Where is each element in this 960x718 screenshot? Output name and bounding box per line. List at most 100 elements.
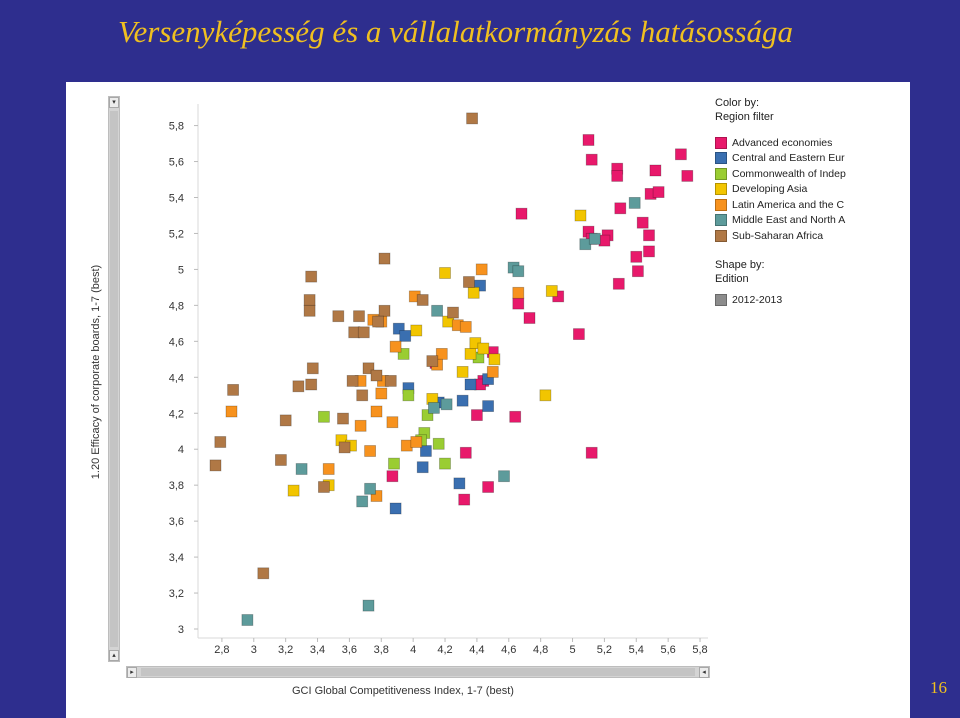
- data-point-central-and-eastern-eur: [399, 329, 412, 342]
- data-point-advanced-economies: [652, 186, 665, 198]
- legend-item[interactable]: Latin America and the C: [715, 197, 905, 213]
- data-point-central-and-eastern-eur: [453, 477, 466, 490]
- data-point-advanced-economies: [636, 216, 649, 229]
- data-point-advanced-economies: [482, 481, 495, 493]
- vertical-scroll-thumb[interactable]: [110, 111, 118, 647]
- data-point-advanced-economies: [585, 153, 598, 166]
- data-point-sub-saharan-africa: [356, 389, 369, 402]
- scroll-right-arrow-icon[interactable]: ◂: [699, 667, 709, 678]
- data-point-middle-east-and-north-a: [498, 470, 510, 483]
- data-point-sub-saharan-africa: [338, 441, 351, 454]
- legend: Color by: Region filter Advanced economi…: [715, 96, 905, 308]
- data-point-latin-america-and-the-c: [364, 445, 377, 457]
- x-tick-label: 4,4: [469, 644, 484, 656]
- y-tick-label: 4,8: [169, 300, 184, 312]
- data-point-sub-saharan-africa: [378, 304, 391, 317]
- data-point-commonwealth-of-indep: [317, 410, 330, 423]
- y-tick-label: 5,8: [169, 121, 184, 133]
- data-point-sub-saharan-africa: [317, 481, 330, 493]
- data-point-sub-saharan-africa: [337, 412, 349, 425]
- legend-shape-subheading: Edition: [715, 272, 749, 285]
- data-point-advanced-economies: [509, 410, 522, 423]
- data-point-latin-america-and-the-c: [370, 405, 383, 418]
- vertical-scrollbar[interactable]: ▾ ▴: [108, 96, 120, 662]
- data-point-sub-saharan-africa: [209, 459, 222, 472]
- legend-swatch: [715, 214, 727, 227]
- scroll-down-arrow-icon[interactable]: ▴: [109, 650, 119, 661]
- legend-item-label: Latin America and the C: [732, 198, 845, 211]
- data-point-central-and-eastern-eur: [416, 461, 429, 474]
- x-tick-label: 4,8: [533, 644, 548, 656]
- y-tick-label: 5,4: [169, 192, 184, 204]
- data-point-developing-asia: [574, 209, 587, 222]
- data-point-advanced-economies: [643, 245, 655, 258]
- legend-item-label: Sub-Saharan Africa: [732, 229, 824, 242]
- data-point-middle-east-and-north-a: [295, 463, 308, 475]
- scroll-left-arrow-icon[interactable]: ▸: [127, 667, 137, 678]
- data-point-advanced-economies: [630, 250, 643, 263]
- y-tick-label: 5,2: [169, 228, 184, 240]
- data-point-middle-east-and-north-a: [362, 599, 375, 612]
- data-point-sub-saharan-africa: [303, 294, 316, 306]
- data-point-sub-saharan-africa: [353, 310, 365, 323]
- legend-item[interactable]: Developing Asia: [715, 182, 905, 198]
- data-point-developing-asia: [287, 484, 300, 497]
- y-tick-label: 4: [178, 444, 184, 456]
- legend-item[interactable]: Middle East and North A: [715, 213, 905, 229]
- x-tick-label: 5,6: [661, 644, 676, 656]
- legend-swatch: [715, 152, 727, 165]
- data-point-middle-east-and-north-a: [588, 232, 601, 245]
- data-point-commonwealth-of-indep: [439, 457, 451, 470]
- data-point-advanced-economies: [614, 202, 627, 215]
- legend-item-label: Central and Eastern Eur: [732, 152, 845, 165]
- data-point-sub-saharan-africa: [447, 306, 459, 319]
- data-point-sub-saharan-africa: [362, 362, 375, 375]
- legend-swatch: [715, 167, 727, 180]
- data-point-advanced-economies: [585, 446, 598, 459]
- data-point-advanced-economies: [523, 312, 536, 324]
- legend-item-label: Middle East and North A: [732, 214, 846, 227]
- scroll-up-arrow-icon[interactable]: ▾: [109, 97, 119, 108]
- data-point-commonwealth-of-indep: [402, 389, 415, 402]
- legend-item[interactable]: Sub-Saharan Africa: [715, 228, 905, 244]
- data-point-sub-saharan-africa: [279, 414, 292, 427]
- data-point-middle-east-and-north-a: [364, 482, 377, 495]
- legend-item[interactable]: Central and Eastern Eur: [715, 151, 905, 167]
- horizontal-scrollbar[interactable]: ▸ ◂: [126, 666, 710, 678]
- legend-item[interactable]: Commonwealth of Indep: [715, 166, 905, 182]
- data-point-sub-saharan-africa: [462, 276, 475, 288]
- data-point-sub-saharan-africa: [305, 270, 318, 283]
- data-point-middle-east-and-north-a: [440, 398, 453, 411]
- x-tick-label: 2,8: [214, 644, 229, 656]
- data-point-middle-east-and-north-a: [512, 265, 525, 278]
- data-point-sub-saharan-africa: [257, 567, 270, 580]
- data-point-sub-saharan-africa: [384, 374, 397, 387]
- data-point-central-and-eastern-eur: [456, 394, 469, 407]
- data-point-sub-saharan-africa: [306, 362, 319, 375]
- legend-item[interactable]: Advanced economies: [715, 135, 905, 151]
- data-point-central-and-eastern-eur: [464, 378, 477, 391]
- data-point-middle-east-and-north-a: [427, 401, 440, 414]
- data-point-sub-saharan-africa: [303, 304, 316, 317]
- x-axis-ticks: 2,8 3 3,2 3,4 3,6 3,8 4 4,2 4,4 4,6 4,8 5 5,2 5,4 5,6 5…: [214, 638, 708, 656]
- legend-swatch: [715, 136, 727, 149]
- legend-swatch: [715, 229, 727, 242]
- y-tick-label: 3,2: [169, 588, 184, 600]
- data-point-sub-saharan-africa: [346, 374, 359, 387]
- data-point-middle-east-and-north-a: [241, 614, 254, 626]
- horizontal-scroll-thumb[interactable]: [141, 668, 695, 676]
- data-point-developing-asia: [439, 267, 451, 279]
- data-point-middle-east-and-north-a: [431, 304, 444, 317]
- legend-item-label: Advanced economies: [732, 136, 833, 149]
- data-point-central-and-eastern-eur: [474, 279, 487, 292]
- x-tick-label: 5,8: [692, 644, 707, 656]
- data-point-advanced-economies: [458, 493, 471, 506]
- data-point-latin-america-and-the-c: [386, 416, 399, 429]
- data-point-advanced-economies: [649, 164, 662, 177]
- data-point-latin-america-and-the-c: [354, 419, 367, 432]
- data-point-commonwealth-of-indep: [388, 457, 400, 470]
- data-points: [209, 112, 694, 626]
- x-tick-label: 4,2: [437, 644, 452, 656]
- y-tick-label: 4,2: [169, 408, 184, 420]
- legend-item-label: Developing Asia: [732, 183, 808, 196]
